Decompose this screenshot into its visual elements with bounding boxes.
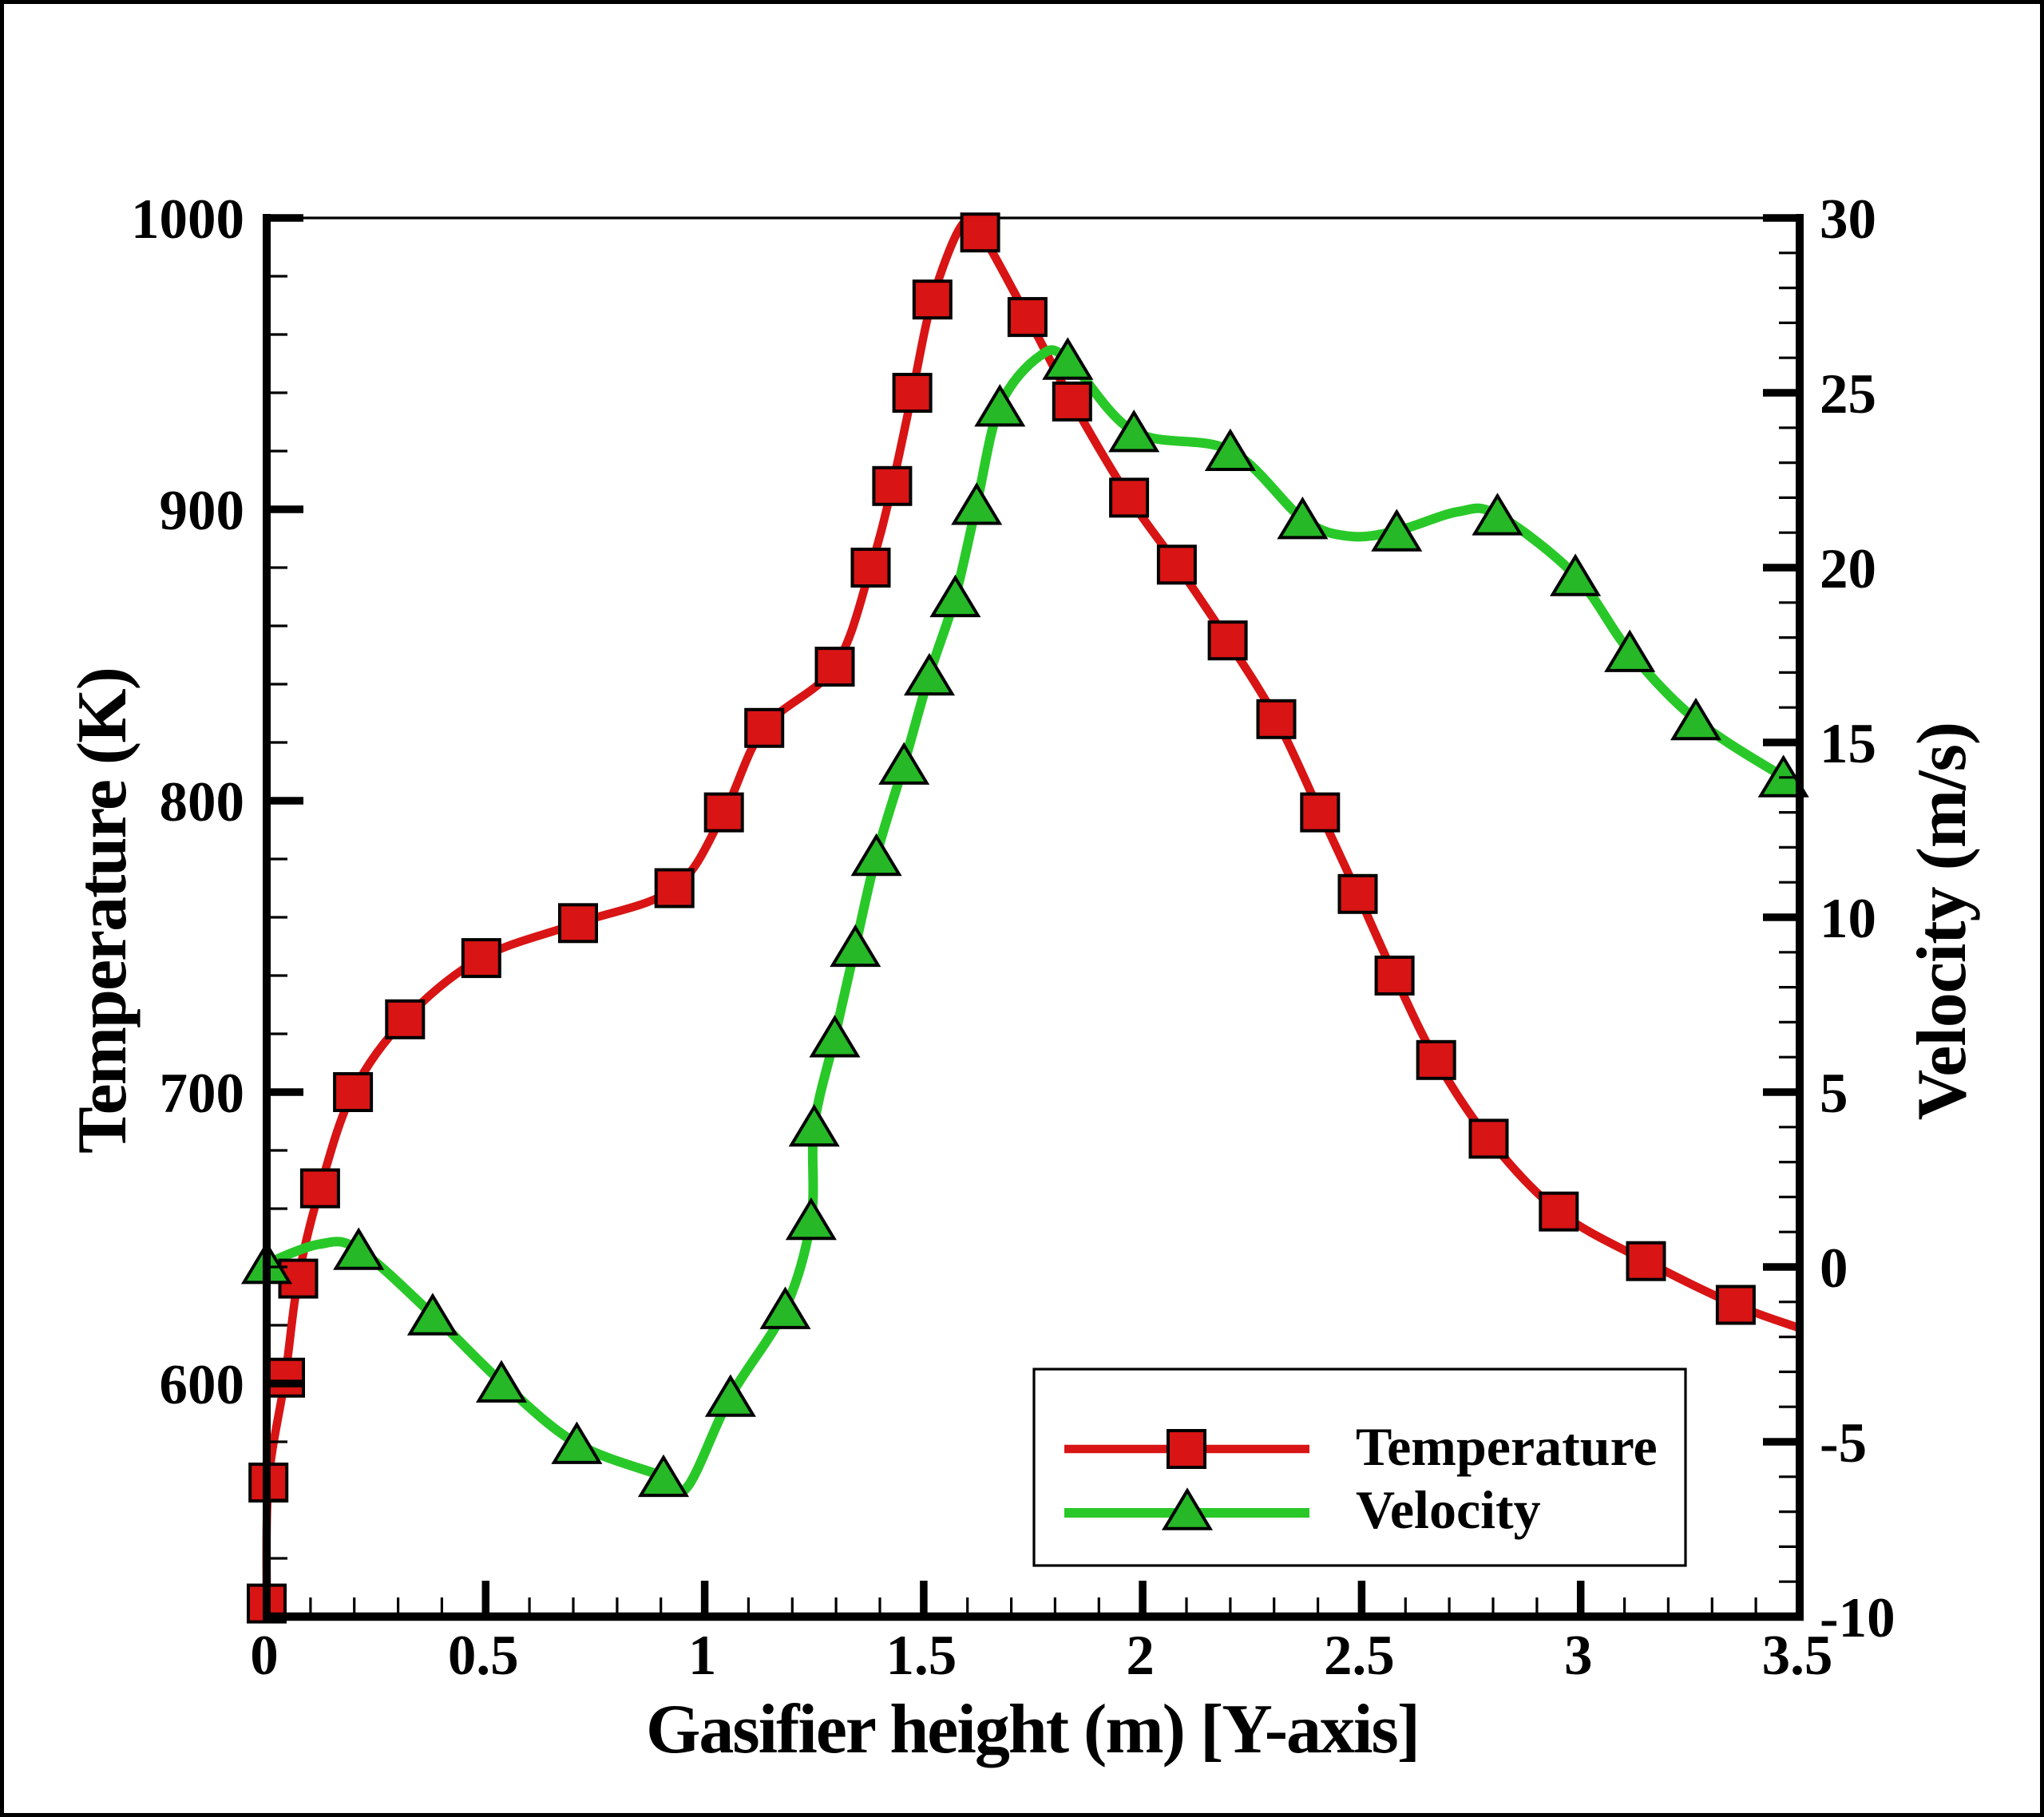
svg-text:3.5: 3.5 [1762, 1625, 1833, 1687]
svg-text:5: 5 [1820, 1063, 1848, 1125]
svg-text:-10: -10 [1820, 1587, 1895, 1649]
svg-text:1000: 1000 [131, 188, 244, 251]
svg-text:Temperature (K): Temperature (K) [64, 668, 141, 1154]
svg-text:Temperature: Temperature [1356, 1416, 1658, 1477]
svg-text:1: 1 [688, 1625, 717, 1687]
svg-text:2: 2 [1126, 1625, 1155, 1687]
svg-text:700: 700 [160, 1063, 245, 1125]
svg-text:Gasifier height (m) [Y-axis]: Gasifier height (m) [Y-axis] [646, 1691, 1419, 1768]
svg-text:15: 15 [1820, 713, 1876, 775]
svg-text:0.5: 0.5 [448, 1625, 519, 1687]
svg-text:3: 3 [1564, 1625, 1593, 1687]
svg-text:20: 20 [1820, 538, 1876, 600]
svg-text:1.5: 1.5 [886, 1625, 957, 1687]
svg-text:Velocity: Velocity [1356, 1479, 1541, 1540]
svg-text:0: 0 [1820, 1237, 1848, 1300]
svg-text:2.5: 2.5 [1324, 1625, 1395, 1687]
svg-text:30: 30 [1820, 188, 1876, 251]
svg-text:0: 0 [250, 1625, 279, 1687]
svg-text:Velocity (m/s): Velocity (m/s) [1903, 722, 1981, 1120]
svg-text:-5: -5 [1820, 1412, 1867, 1475]
svg-text:10: 10 [1820, 888, 1876, 950]
svg-text:900: 900 [160, 480, 245, 542]
svg-text:800: 800 [160, 771, 245, 833]
svg-text:25: 25 [1820, 363, 1876, 426]
svg-text:600: 600 [160, 1354, 245, 1416]
